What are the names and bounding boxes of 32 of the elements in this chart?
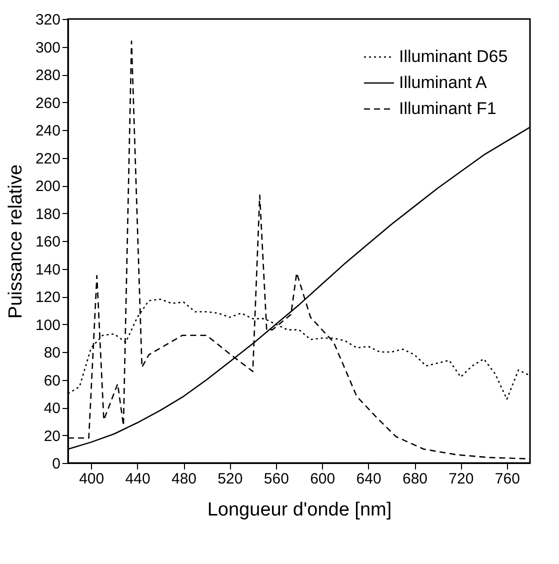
x-tick-label: 440	[125, 470, 150, 488]
y-axis-title: Puissance relative	[5, 164, 26, 319]
x-tick-label: 520	[218, 470, 243, 488]
y-tick-label: 160	[35, 234, 60, 250]
y-tick-label: 220	[35, 150, 60, 168]
x-tick-label: 560	[264, 470, 289, 488]
x-tick-label: 480	[171, 470, 197, 488]
x-tick-label: 640	[356, 470, 382, 488]
y-tick-label: 320	[35, 12, 60, 28]
y-tick-label: 40	[44, 400, 60, 417]
y-tick-label: 60	[44, 372, 60, 390]
y-tick-label: 20	[44, 428, 60, 445]
y-tick-label: 100	[35, 316, 60, 334]
x-tick-label: 680	[402, 470, 428, 488]
x-axis-title: Longueur d'onde [nm]	[207, 500, 392, 520]
y-tick-label: 140	[35, 261, 60, 278]
y-tick-label: 180	[35, 206, 60, 223]
y-tick-label: 120	[35, 289, 60, 306]
legend-label: Illuminant F1	[399, 99, 496, 118]
x-tick-label: 720	[448, 470, 474, 488]
y-tick-label: 280	[35, 67, 60, 84]
y-tick-label: 200	[35, 178, 60, 195]
x-tick-label: 760	[494, 470, 520, 488]
legend-label: Illuminant A	[399, 73, 488, 92]
y-tick-label: 240	[35, 122, 60, 140]
x-tick-label: 400	[79, 470, 104, 488]
y-tick-label: 260	[35, 94, 60, 112]
y-tick-label: 80	[44, 344, 60, 362]
y-tick-label: 0	[52, 456, 60, 472]
x-tick-label: 600	[310, 470, 336, 488]
y-tick-label: 300	[35, 39, 60, 56]
legend-label: Illuminant D65	[399, 47, 508, 66]
